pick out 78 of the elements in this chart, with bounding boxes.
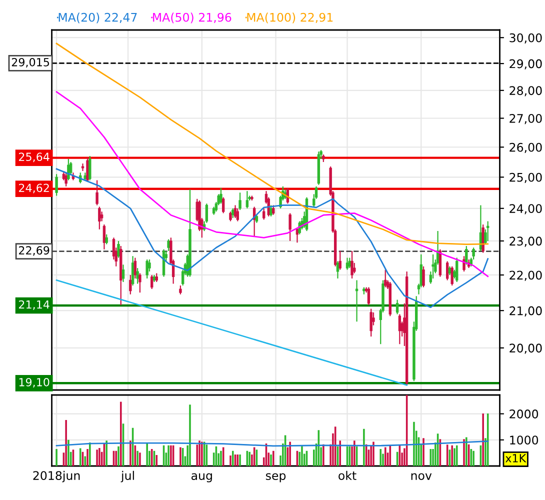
candlestick xyxy=(96,180,98,206)
candlestick xyxy=(105,234,108,245)
y-tick-label: 26,00 xyxy=(510,142,542,153)
legend-label: MA(50) 21,96 xyxy=(153,12,232,24)
candlestick xyxy=(229,211,232,222)
x-tick-label: aug xyxy=(192,473,212,482)
candlestick xyxy=(456,257,458,283)
candlestick xyxy=(272,204,275,216)
candlestick xyxy=(462,256,466,272)
ref-line-label: 19,10 xyxy=(19,378,50,388)
candlestick xyxy=(396,299,399,315)
candlestick xyxy=(465,245,468,266)
candlestick xyxy=(88,155,92,181)
candlestick xyxy=(122,264,125,283)
ref-line-label: 25,64 xyxy=(18,152,50,162)
candlestick xyxy=(86,156,89,182)
candlestick xyxy=(67,158,70,181)
candlestick xyxy=(236,208,239,222)
y-tick-label: 2000 xyxy=(510,410,538,418)
candlestick xyxy=(117,240,120,258)
candlestick xyxy=(338,250,342,270)
y-tick-label: 23,00 xyxy=(510,236,542,247)
candlestick xyxy=(232,208,234,219)
y-tick-label: 24,00 xyxy=(510,204,542,214)
candlestick xyxy=(450,266,454,286)
y-tick-label: 29,00 xyxy=(510,59,542,70)
candlestick xyxy=(482,224,484,254)
y-tick-label: 21,00 xyxy=(510,306,542,316)
y-tick-label: 1000 xyxy=(510,436,538,445)
ref-line-label: 22,69 xyxy=(18,246,50,256)
candlestick xyxy=(55,174,58,196)
candlestick xyxy=(98,206,101,230)
y-tick-label: 28,00 xyxy=(510,86,542,96)
candlestick xyxy=(220,187,222,204)
y-tick-label: 30,00 xyxy=(510,33,542,44)
candlestick xyxy=(238,192,242,211)
legend-label: MA(100) 22,91 xyxy=(247,12,333,24)
candlestick xyxy=(167,238,170,252)
candlestick xyxy=(222,196,225,214)
candlestick xyxy=(270,204,272,217)
candlestick xyxy=(246,190,249,209)
x-tick-label: okt xyxy=(338,470,356,480)
candlestick xyxy=(384,269,387,288)
candlestick xyxy=(355,280,358,322)
y-tick-label: 20,00 xyxy=(510,344,542,354)
candlestick xyxy=(288,212,292,242)
candlestick xyxy=(129,274,132,295)
x-tick-label: sep xyxy=(266,473,286,482)
y-tick-label: 22,00 xyxy=(510,270,542,281)
legend-label: MA(20) 22,47 xyxy=(58,12,137,24)
candlestick xyxy=(298,220,301,235)
candlestick xyxy=(131,256,134,286)
ref-line-label: 29,015 xyxy=(12,58,50,68)
line-series xyxy=(56,42,489,245)
x-tick-label: 2018jun xyxy=(33,470,80,482)
x-tick-label: jul xyxy=(120,470,134,482)
ref-line-label: 21,14 xyxy=(18,300,50,310)
candlestick xyxy=(353,262,356,274)
line-series xyxy=(56,91,489,278)
candlestick xyxy=(422,266,425,288)
candlestick xyxy=(150,274,154,290)
y-tick-label: 27,00 xyxy=(510,114,542,124)
y-tick-label: 25,00 xyxy=(510,172,542,184)
candlestick xyxy=(146,258,148,280)
candlestick xyxy=(64,172,68,187)
candlestick xyxy=(367,286,370,306)
text: x1K xyxy=(505,454,526,462)
ref-line-label: 24,62 xyxy=(18,184,49,194)
candlestick xyxy=(136,268,139,284)
candlestick xyxy=(486,220,490,242)
candlestick xyxy=(348,257,351,269)
candlestick xyxy=(350,250,354,280)
line-series xyxy=(56,168,489,308)
candlestick xyxy=(370,308,372,338)
x-tick-label: nov xyxy=(411,473,432,480)
candlestick xyxy=(446,260,449,281)
candlestick xyxy=(138,272,142,294)
candlestick xyxy=(100,211,104,222)
